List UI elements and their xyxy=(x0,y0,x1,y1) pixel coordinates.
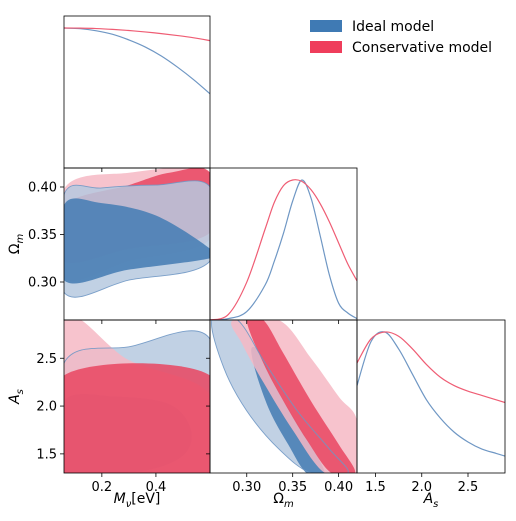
marginal-line-ideal xyxy=(210,179,357,320)
y-axis-label-as: As xyxy=(7,389,26,405)
contour-ideal-edge xyxy=(211,320,349,473)
contour-cons-inner xyxy=(64,363,210,473)
legend: Ideal model Conservative model xyxy=(310,19,492,56)
marginal-panel-as xyxy=(357,331,505,457)
panel-frame xyxy=(356,319,506,474)
legend-label-0: Ideal model xyxy=(352,19,434,35)
marginal-line-ideal xyxy=(357,331,505,457)
y-tick-label-as: 1.5 xyxy=(36,447,57,462)
legend-swatch-0 xyxy=(310,20,342,32)
contour-ideal-edge xyxy=(64,330,210,473)
x-axis-label-as: As xyxy=(423,491,439,510)
x-tick-label-om: 0.30 xyxy=(232,480,261,495)
contour-panel-om_vs_mnu xyxy=(64,168,210,298)
panel-frame xyxy=(63,15,211,169)
marginal-line-ideal xyxy=(64,27,210,95)
x-axis-label-mnu: Mν[eV] xyxy=(114,491,161,510)
x-tick-label-as: 1.5 xyxy=(365,480,386,495)
x-tick-label-om: 0.40 xyxy=(324,480,353,495)
y-tick-label-om: 0.30 xyxy=(28,276,57,291)
x-tick-label-mnu: 0.4 xyxy=(146,480,167,495)
marginal-line-conservative xyxy=(210,179,357,320)
x-tick-label-as: 2.5 xyxy=(458,480,479,495)
contour-ideal-edge xyxy=(64,180,210,298)
marginal-line-conservative xyxy=(64,27,210,42)
marginal-line-conservative xyxy=(357,331,505,404)
contour-panel-as_vs_om xyxy=(211,320,357,473)
contour-ideal-inner xyxy=(64,198,210,284)
contour-cons-inner xyxy=(246,320,356,473)
y-tick-label-as: 2.5 xyxy=(36,352,57,367)
y-tick-label-om: 0.40 xyxy=(28,181,57,196)
legend-swatch-1 xyxy=(310,41,342,53)
marginal-panel-mnu xyxy=(64,27,210,95)
y-tick-label-om: 0.35 xyxy=(28,228,57,243)
x-tick-label-as: 2.0 xyxy=(411,480,432,495)
contour-panel-as_vs_mnu xyxy=(64,320,210,473)
y-tick-label-as: 2.0 xyxy=(36,400,57,415)
x-tick-label-om: 0.35 xyxy=(278,480,307,495)
panel-frame xyxy=(209,167,358,321)
x-axis-label-om: Ωm xyxy=(273,491,294,510)
marginal-panel-om xyxy=(210,179,357,320)
x-tick-label-mnu: 0.2 xyxy=(92,480,113,495)
y-axis-label-om: Ωm xyxy=(7,234,26,255)
legend-label-1: Conservative model xyxy=(352,40,492,56)
